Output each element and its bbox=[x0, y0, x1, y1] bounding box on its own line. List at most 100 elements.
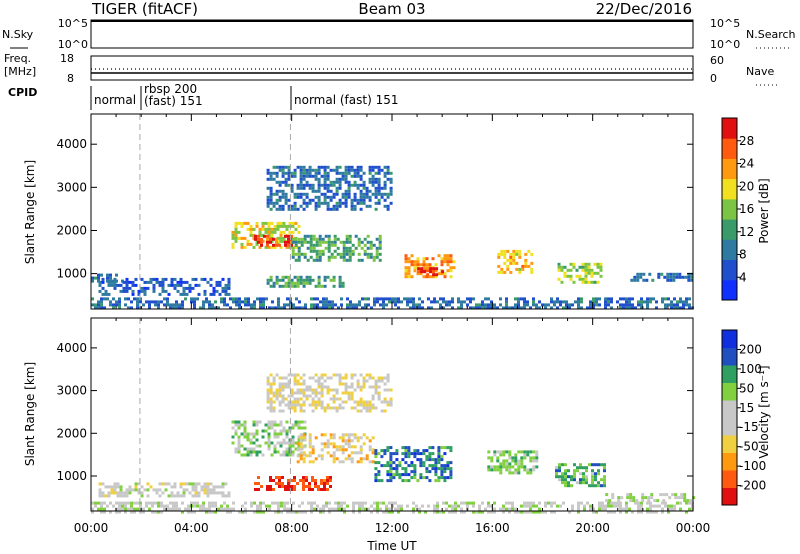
velocity-cell bbox=[270, 441, 274, 445]
power-cell bbox=[101, 280, 105, 284]
power-cell bbox=[306, 246, 310, 250]
power-cell bbox=[428, 275, 432, 279]
velocity-cell bbox=[395, 470, 399, 474]
velocity-cell bbox=[460, 501, 463, 505]
velocity-cell bbox=[302, 394, 306, 398]
velocity-cell bbox=[338, 436, 342, 440]
velocity-cell bbox=[197, 494, 201, 498]
power-cell bbox=[290, 237, 293, 241]
velocity-cell bbox=[437, 467, 441, 471]
velocity-cell bbox=[362, 457, 366, 461]
power-cell bbox=[515, 267, 519, 271]
velocity-cell bbox=[293, 406, 297, 410]
power-cell bbox=[517, 297, 520, 301]
velocity-cell bbox=[296, 373, 300, 377]
velocity-cell bbox=[234, 429, 238, 433]
power-colorbar-label: Power [dB] bbox=[757, 178, 771, 243]
power-cell bbox=[284, 240, 287, 244]
velocity-cell bbox=[389, 464, 393, 468]
velocity-cell bbox=[208, 504, 211, 508]
velocity-cell bbox=[650, 493, 654, 497]
power-cell bbox=[339, 252, 343, 256]
velocity-cell bbox=[326, 488, 329, 491]
power-cell bbox=[642, 278, 646, 282]
velocity-cell bbox=[299, 406, 303, 410]
power-cell bbox=[323, 165, 327, 169]
velocity-cell bbox=[350, 391, 354, 395]
velocity-cell bbox=[653, 499, 657, 503]
power-cell bbox=[264, 221, 268, 225]
power-cell bbox=[258, 230, 262, 234]
velocity-cell bbox=[308, 433, 312, 437]
power-cell bbox=[278, 183, 282, 187]
velocity-cell bbox=[303, 426, 307, 430]
velocity-cell bbox=[688, 507, 691, 511]
power-cell bbox=[364, 306, 367, 310]
velocity-cell bbox=[499, 462, 503, 466]
velocity-cell bbox=[127, 507, 130, 511]
power-cell bbox=[432, 267, 436, 271]
power-cell bbox=[425, 275, 429, 279]
power-cell bbox=[106, 273, 109, 277]
velocity-cell bbox=[646, 510, 649, 514]
power-cell bbox=[140, 286, 144, 290]
velocity-cell bbox=[179, 482, 183, 486]
velocity-cell bbox=[311, 391, 315, 395]
power-cell bbox=[218, 280, 222, 284]
power-cell bbox=[397, 306, 400, 310]
velocity-cell bbox=[413, 464, 417, 468]
power-cell bbox=[338, 198, 342, 202]
power-cell bbox=[553, 300, 556, 304]
velocity-cell bbox=[493, 450, 497, 454]
power-cell bbox=[330, 240, 334, 244]
velocity-cell bbox=[310, 504, 313, 508]
power-cell bbox=[269, 201, 273, 205]
velocity-cell bbox=[573, 472, 576, 476]
velocity-cell bbox=[118, 501, 121, 505]
velocity-cell bbox=[567, 475, 570, 479]
velocity-cell bbox=[139, 504, 142, 508]
velocity-cell bbox=[404, 455, 408, 459]
power-cell bbox=[327, 240, 331, 244]
velocity-cell bbox=[499, 507, 502, 511]
velocity-cell bbox=[329, 485, 332, 488]
velocity-cell bbox=[231, 420, 235, 424]
velocity-cell bbox=[311, 403, 315, 407]
velocity-cell bbox=[193, 510, 196, 514]
power-cell bbox=[445, 303, 448, 307]
power-cell bbox=[580, 300, 583, 304]
velocity-cell bbox=[616, 504, 619, 508]
power-cell bbox=[296, 183, 300, 187]
power-cell bbox=[610, 306, 613, 310]
power-cell bbox=[231, 233, 235, 237]
power-cell bbox=[380, 186, 384, 190]
velocity-cell bbox=[401, 446, 405, 450]
velocity-cell bbox=[662, 493, 666, 497]
power-cell bbox=[305, 204, 309, 208]
power-cell bbox=[241, 300, 244, 304]
velocity-cell bbox=[202, 507, 205, 511]
power-cell bbox=[347, 180, 351, 184]
power-cell bbox=[410, 263, 414, 267]
power-cell bbox=[277, 300, 280, 304]
velocity-cell bbox=[293, 476, 296, 479]
power-cell bbox=[269, 171, 273, 175]
velocity-cell bbox=[246, 450, 250, 454]
velocity-cell bbox=[299, 445, 303, 449]
power-cell bbox=[264, 227, 268, 231]
power-cell bbox=[179, 280, 183, 284]
power-y-label: Slant Range [km] bbox=[23, 160, 37, 264]
power-cell bbox=[317, 186, 321, 190]
power-cell bbox=[389, 180, 393, 184]
velocity-cell bbox=[535, 453, 539, 457]
power-cell bbox=[406, 297, 409, 301]
power-cell bbox=[320, 201, 324, 205]
velocity-cell bbox=[101, 482, 105, 486]
velocity-cell bbox=[140, 491, 144, 495]
velocity-cell bbox=[359, 388, 363, 392]
velocity-cell bbox=[579, 466, 582, 470]
velocity-cell bbox=[607, 504, 610, 508]
power-cell bbox=[338, 201, 342, 205]
velocity-cell bbox=[617, 499, 621, 503]
power-cell bbox=[215, 289, 219, 293]
